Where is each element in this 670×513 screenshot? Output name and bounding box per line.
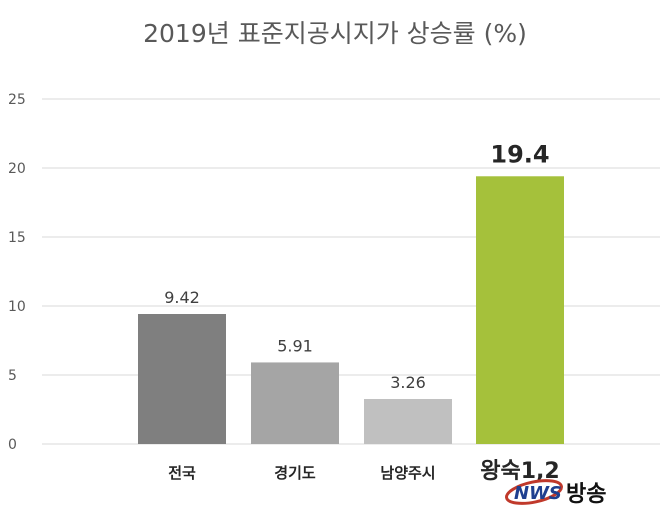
category-labels: 전국 경기도 남양주시 왕숙1,2 (168, 459, 560, 484)
bar-2 (251, 362, 339, 444)
y-tick-label: 10 (8, 299, 26, 315)
category-label: 경기도 (274, 464, 316, 482)
nws-logo: NWS 방송 (505, 479, 606, 507)
gridlines (42, 98, 660, 445)
bar-1 (138, 314, 226, 444)
category-label: 남양주시 (380, 464, 435, 482)
y-tick-label: 5 (8, 368, 17, 384)
svg-text:방송: 방송 (566, 482, 606, 507)
data-label: 9.42 (164, 288, 200, 307)
data-label: 3.26 (390, 373, 426, 392)
y-tick-label: 0 (8, 437, 17, 453)
bar-4 (476, 176, 564, 444)
data-label: 19.4 (490, 140, 549, 168)
category-label: 전국 (168, 464, 196, 482)
chart-title: 2019년 표준지공시지가 상승률 (%) (143, 19, 527, 48)
data-label: 5.91 (277, 336, 313, 355)
y-axis-ticks: 0 5 10 15 20 25 (8, 92, 26, 453)
data-labels: 9.42 5.91 3.26 19.4 (164, 140, 549, 392)
bar-3 (364, 399, 452, 444)
y-tick-label: 20 (8, 161, 26, 177)
y-tick-label: 25 (8, 92, 26, 108)
bars (138, 176, 564, 444)
y-tick-label: 15 (8, 230, 26, 246)
svg-text:NWS: NWS (514, 483, 562, 504)
